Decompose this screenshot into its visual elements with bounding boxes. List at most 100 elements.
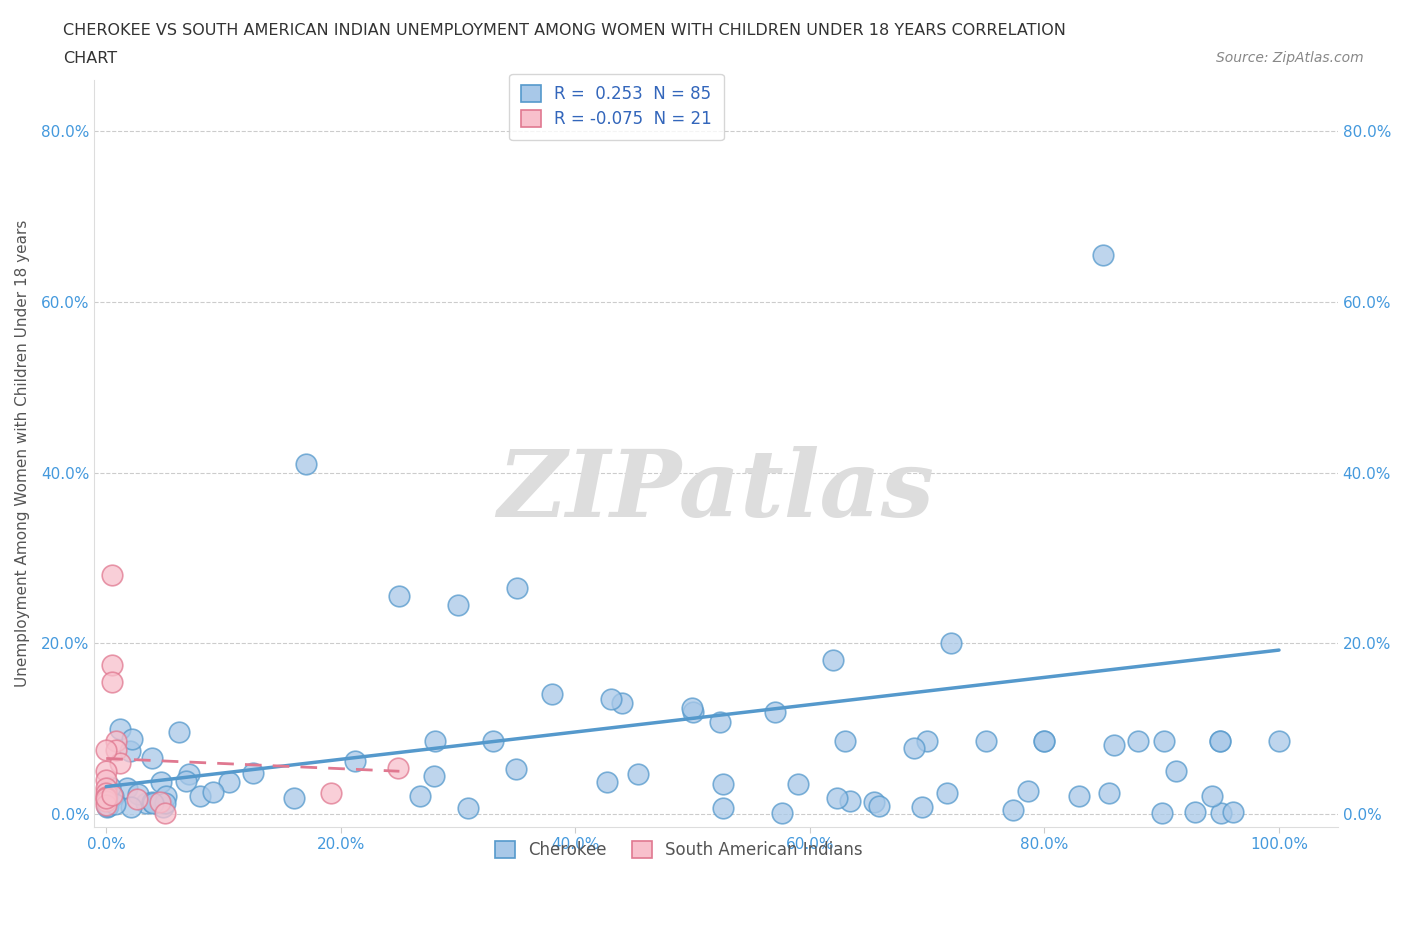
Point: [915, 734, 938, 749]
Point: [711, 801, 734, 816]
Point: [121, 732, 143, 747]
Text: CHEROKEE VS SOUTH AMERICAN INDIAN UNEMPLOYMENT AMONG WOMEN WITH CHILDREN UNDER 1: CHEROKEE VS SOUTH AMERICAN INDIAN UNEMPL…: [63, 23, 1066, 38]
Point: [1209, 734, 1232, 749]
Legend: Cherokee, South American Indians: Cherokee, South American Indians: [484, 830, 875, 870]
Point: [127, 787, 149, 802]
Point: [612, 696, 634, 711]
Point: [321, 786, 343, 801]
Point: [98, 779, 121, 794]
Point: [96, 781, 118, 796]
Point: [155, 789, 177, 804]
Point: [388, 589, 411, 604]
Point: [868, 799, 890, 814]
Point: [457, 801, 479, 816]
Text: ZIPatlas: ZIPatlas: [498, 445, 935, 536]
Point: [1150, 805, 1173, 820]
Point: [682, 704, 704, 719]
Point: [96, 793, 118, 808]
Point: [1128, 734, 1150, 749]
Point: [709, 715, 731, 730]
Point: [152, 799, 174, 814]
Point: [141, 795, 163, 810]
Point: [787, 777, 810, 791]
Point: [96, 790, 118, 805]
Point: [447, 597, 470, 612]
Point: [1209, 734, 1232, 749]
Point: [242, 766, 264, 781]
Point: [1102, 737, 1125, 752]
Point: [177, 766, 200, 781]
Point: [1201, 789, 1223, 804]
Point: [142, 795, 165, 810]
Point: [101, 567, 124, 582]
Point: [423, 734, 446, 749]
Point: [599, 691, 621, 706]
Point: [681, 701, 703, 716]
Point: [936, 786, 959, 801]
Point: [101, 674, 124, 689]
Point: [188, 789, 211, 804]
Point: [1033, 734, 1056, 749]
Point: [96, 790, 118, 804]
Point: [96, 798, 118, 813]
Point: [1184, 804, 1206, 819]
Point: [541, 687, 564, 702]
Point: [104, 797, 127, 812]
Point: [1268, 734, 1291, 749]
Point: [903, 740, 925, 755]
Point: [96, 742, 118, 757]
Point: [115, 780, 138, 795]
Point: [974, 734, 997, 749]
Point: [422, 768, 444, 783]
Point: [1222, 804, 1244, 819]
Point: [770, 805, 793, 820]
Point: [482, 734, 505, 749]
Point: [118, 743, 141, 758]
Point: [1211, 805, 1233, 820]
Point: [343, 753, 366, 768]
Point: [294, 457, 316, 472]
Point: [1166, 764, 1188, 778]
Point: [763, 704, 786, 719]
Point: [101, 658, 124, 672]
Point: [96, 789, 118, 804]
Point: [939, 636, 962, 651]
Point: [153, 805, 176, 820]
Point: [104, 734, 127, 749]
Point: [823, 653, 845, 668]
Point: [387, 761, 409, 776]
Point: [104, 742, 127, 757]
Point: [825, 790, 848, 805]
Point: [505, 762, 527, 777]
Point: [834, 734, 856, 749]
Point: [96, 764, 118, 778]
Point: [1098, 785, 1121, 800]
Point: [839, 793, 862, 808]
Y-axis label: Unemployment Among Women with Children Under 18 years: Unemployment Among Women with Children U…: [15, 219, 30, 687]
Point: [96, 785, 118, 800]
Point: [409, 789, 432, 804]
Point: [911, 800, 934, 815]
Point: [1017, 784, 1039, 799]
Point: [150, 775, 173, 790]
Point: [862, 795, 884, 810]
Point: [127, 791, 149, 806]
Point: [108, 721, 131, 736]
Point: [174, 774, 197, 789]
Point: [96, 800, 118, 815]
Point: [711, 777, 734, 791]
Point: [218, 775, 240, 790]
Point: [596, 775, 619, 790]
Point: [1069, 789, 1091, 804]
Point: [1153, 734, 1175, 749]
Point: [283, 791, 305, 806]
Point: [149, 794, 172, 809]
Point: [627, 766, 650, 781]
Point: [120, 800, 142, 815]
Point: [153, 795, 176, 810]
Text: CHART: CHART: [63, 51, 117, 66]
Point: [101, 789, 124, 804]
Point: [1002, 803, 1025, 817]
Text: Source: ZipAtlas.com: Source: ZipAtlas.com: [1216, 51, 1364, 65]
Point: [141, 751, 163, 765]
